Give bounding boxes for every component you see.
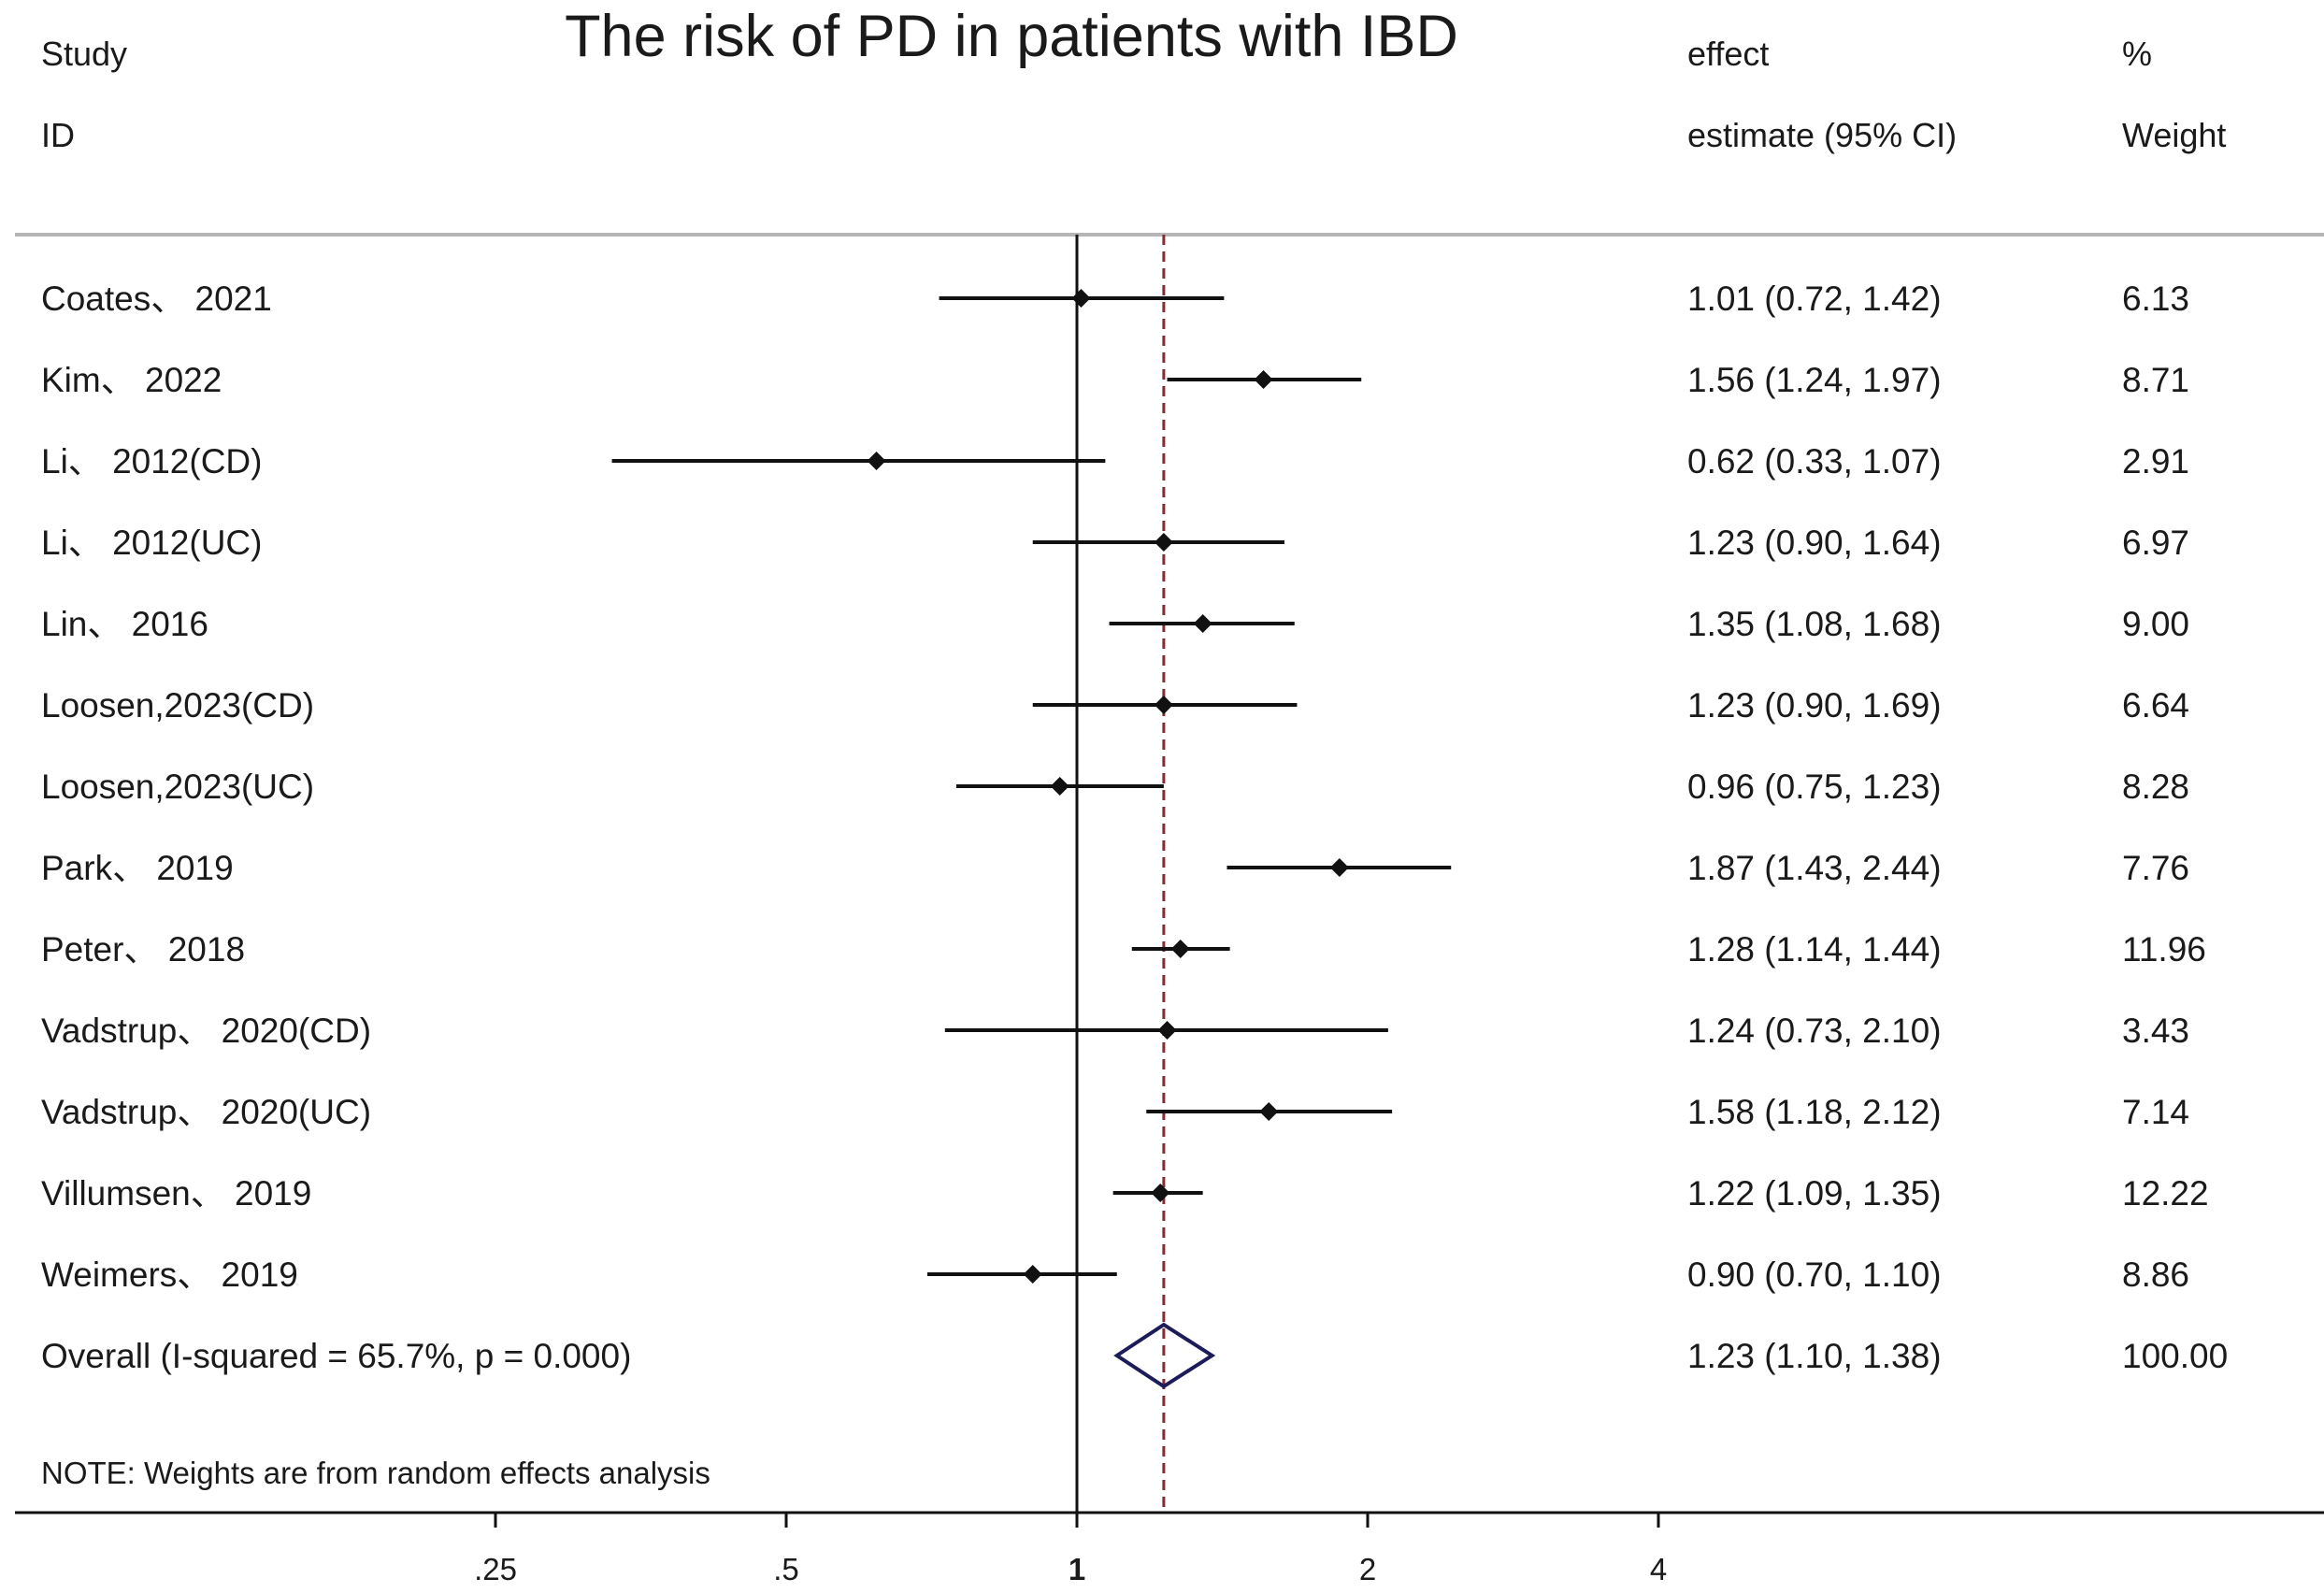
- point-estimate-marker: [1259, 1102, 1279, 1121]
- x-tick-label: 4: [1650, 1552, 1667, 1586]
- point-estimate-marker: [1254, 370, 1273, 389]
- effect-estimate: 0.90 (0.70, 1.10): [1687, 1256, 1942, 1294]
- study-row: Li、 2012(UC) 1.23 (0.90, 1.64) 6.97: [41, 524, 2189, 562]
- overall-estimate: 1.23 (1.10, 1.38): [1687, 1337, 1942, 1375]
- study-weight: 8.28: [2122, 768, 2189, 806]
- effect-estimate: 1.23 (0.90, 1.64): [1687, 524, 1942, 562]
- effect-estimate: 1.35 (1.08, 1.68): [1687, 605, 1942, 643]
- point-estimate-marker: [1157, 1021, 1177, 1040]
- study-weight: 7.14: [2122, 1093, 2189, 1131]
- study-row: Lin、 2016 1.35 (1.08, 1.68) 9.00: [41, 605, 2189, 643]
- effect-estimate: 1.22 (1.09, 1.35): [1687, 1174, 1942, 1213]
- header-percent: %: [2122, 35, 2152, 73]
- study-label: Coates、 2021: [41, 280, 272, 318]
- header-weight: Weight: [2122, 116, 2226, 154]
- study-weight: 8.86: [2122, 1256, 2189, 1294]
- header-estimate: estimate (95% CI): [1687, 116, 1957, 154]
- study-label: Villumsen、 2019: [41, 1174, 311, 1213]
- point-estimate-marker: [1023, 1265, 1042, 1284]
- study-weight: 6.64: [2122, 686, 2189, 725]
- header-effect: effect: [1687, 35, 1769, 73]
- study-weight: 2.91: [2122, 442, 2189, 481]
- point-estimate-marker: [1050, 777, 1069, 796]
- study-row: Vadstrup、 2020(CD) 1.24 (0.73, 2.10) 3.43: [41, 1012, 2189, 1050]
- effect-estimate: 1.58 (1.18, 2.12): [1687, 1093, 1942, 1131]
- x-tick-label: 1: [1069, 1552, 1085, 1586]
- effect-estimate: 1.01 (0.72, 1.42): [1687, 280, 1942, 318]
- effect-estimate: 1.24 (0.73, 2.10): [1687, 1012, 1942, 1050]
- x-tick-label: 2: [1359, 1552, 1376, 1586]
- point-estimate-marker: [1071, 289, 1091, 308]
- study-label: Vadstrup、 2020(UC): [41, 1093, 371, 1131]
- point-estimate-marker: [1151, 1184, 1170, 1202]
- point-estimate-marker: [1193, 614, 1212, 633]
- study-row: Loosen,2023(UC) 0.96 (0.75, 1.23) 8.28: [41, 768, 2189, 806]
- study-label: Loosen,2023(CD): [41, 686, 314, 725]
- header-id: ID: [41, 116, 75, 154]
- point-estimate-marker: [1329, 858, 1349, 877]
- study-label: Park、 2019: [41, 849, 234, 887]
- header-study: Study: [41, 35, 127, 73]
- point-estimate-marker: [1154, 696, 1173, 714]
- overall-row: Overall (I-squared = 65.7%, p = 0.000) 1.…: [41, 1322, 2228, 1389]
- point-estimate-marker: [1170, 940, 1190, 958]
- study-weight: 6.97: [2122, 524, 2189, 562]
- study-row: Li、 2012(CD) 0.62 (0.33, 1.07) 2.91: [41, 442, 2189, 481]
- effect-estimate: 0.62 (0.33, 1.07): [1687, 442, 1942, 481]
- effect-estimate: 1.56 (1.24, 1.97): [1687, 361, 1942, 399]
- overall-diamond: [1113, 1322, 1216, 1389]
- study-label: Loosen,2023(UC): [41, 768, 314, 806]
- study-label: Li、 2012(UC): [41, 524, 262, 562]
- study-label: Weimers、 2019: [41, 1256, 298, 1294]
- x-tick-label: .25: [474, 1552, 517, 1586]
- study-label: Peter、 2018: [41, 930, 245, 969]
- study-row: Park、 2019 1.87 (1.43, 2.44) 7.76: [41, 849, 2189, 887]
- study-row: Weimers、 2019 0.90 (0.70, 1.10) 8.86: [41, 1256, 2189, 1294]
- footnote: NOTE: Weights are from random effects an…: [41, 1456, 710, 1490]
- study-weight: 9.00: [2122, 605, 2189, 643]
- effect-estimate: 1.87 (1.43, 2.44): [1687, 849, 1942, 887]
- x-axis-ticks: .25 .5 1 2 4: [474, 1513, 1667, 1586]
- study-row: Coates、 2021 1.01 (0.72, 1.42) 6.13: [41, 280, 2189, 318]
- chart-title: The risk of PD in patients with IBD: [565, 4, 1458, 69]
- study-row: Vadstrup、 2020(UC) 1.58 (1.18, 2.12) 7.14: [41, 1093, 2189, 1131]
- study-weight: 3.43: [2122, 1012, 2189, 1050]
- effect-estimate: 1.23 (0.90, 1.69): [1687, 686, 1942, 725]
- study-label: Li、 2012(CD): [41, 442, 262, 481]
- overall-label: Overall (I-squared = 65.7%, p = 0.000): [41, 1337, 631, 1375]
- study-row: Loosen,2023(CD) 1.23 (0.90, 1.69) 6.64: [41, 686, 2189, 725]
- study-row: Villumsen、 2019 1.22 (1.09, 1.35) 12.22: [41, 1174, 2209, 1213]
- effect-estimate: 0.96 (0.75, 1.23): [1687, 768, 1942, 806]
- study-label: Lin、 2016: [41, 605, 208, 643]
- study-label: Kim、 2022: [41, 361, 222, 399]
- point-estimate-marker: [867, 452, 886, 470]
- study-weight: 12.22: [2122, 1174, 2209, 1213]
- reference-lines: [1075, 235, 1166, 1513]
- point-estimate-marker: [1154, 533, 1173, 552]
- overall-weight: 100.00: [2122, 1337, 2228, 1375]
- study-row: Peter、 2018 1.28 (1.14, 1.44) 11.96: [41, 930, 2206, 969]
- effect-estimate: 1.28 (1.14, 1.44): [1687, 930, 1942, 969]
- x-tick-label: .5: [773, 1552, 799, 1586]
- study-row: Kim、 2022 1.56 (1.24, 1.97) 8.71: [41, 361, 2189, 399]
- study-label: Vadstrup、 2020(CD): [41, 1012, 371, 1050]
- study-weight: 7.76: [2122, 849, 2189, 887]
- study-weight: 6.13: [2122, 280, 2189, 318]
- study-rows: Coates、 2021 1.01 (0.72, 1.42) 6.13 Kim、 20…: [41, 280, 2228, 1389]
- study-weight: 11.96: [2122, 930, 2206, 969]
- study-weight: 8.71: [2122, 361, 2189, 399]
